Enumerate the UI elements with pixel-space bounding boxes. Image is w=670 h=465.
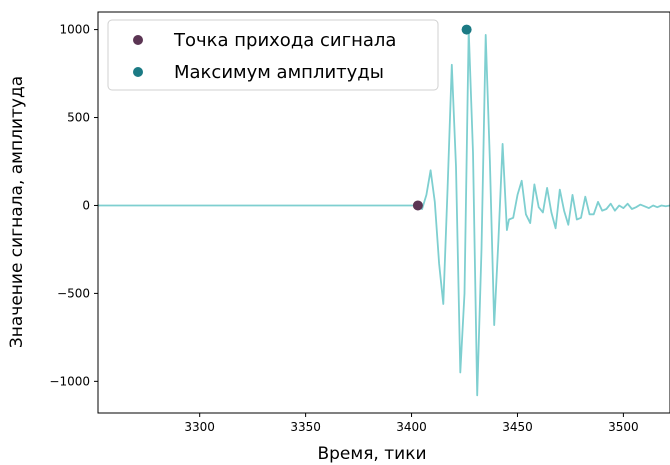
legend-label-max-amplitude: Максимум амплитуды: [174, 62, 384, 83]
signal-series-line-0: [98, 28, 670, 397]
y-axis-label: Значение сигнала, амплитуда: [7, 76, 27, 348]
series-layer: [98, 28, 670, 397]
y-tick-label: 500: [67, 111, 90, 125]
y-tick-label: −500: [57, 286, 90, 300]
arrival-point-marker: [412, 200, 423, 211]
y-tick-label: 1000: [59, 23, 90, 37]
x-tick-label: 3350: [290, 420, 321, 434]
legend: Точка прихода сигнала Максимум амплитуды: [107, 19, 439, 91]
legend-label-arrival: Точка прихода сигнала: [173, 30, 396, 51]
legend-marker-max-amplitude: [133, 67, 143, 77]
legend-box: [107, 19, 439, 91]
x-tick-label: 3500: [608, 420, 639, 434]
y-tick-label: −1000: [49, 374, 90, 388]
y-tick-label: 0: [82, 198, 90, 212]
x-axis-label: Время, тики: [317, 444, 426, 464]
max-amplitude-marker: [461, 24, 472, 35]
legend-marker-arrival: [133, 35, 143, 45]
x-tick-label: 3300: [184, 420, 215, 434]
marker-layer: [412, 24, 472, 211]
plot-frame: [97, 11, 670, 414]
axes-layer: 3300 3350 3400 3450 3500 −1000 −500 0 500 1000: [49, 11, 670, 434]
x-tick-label: 3450: [502, 420, 533, 434]
x-tick-label: 3400: [396, 420, 427, 434]
